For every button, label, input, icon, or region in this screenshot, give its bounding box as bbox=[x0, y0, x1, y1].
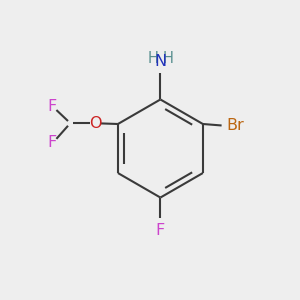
Text: H: H bbox=[162, 51, 173, 66]
Text: Br: Br bbox=[227, 118, 244, 133]
Text: F: F bbox=[47, 99, 57, 114]
Text: O: O bbox=[89, 116, 102, 131]
Text: F: F bbox=[156, 223, 165, 238]
Text: F: F bbox=[47, 135, 57, 150]
Text: N: N bbox=[154, 54, 167, 69]
Text: H: H bbox=[148, 51, 158, 66]
